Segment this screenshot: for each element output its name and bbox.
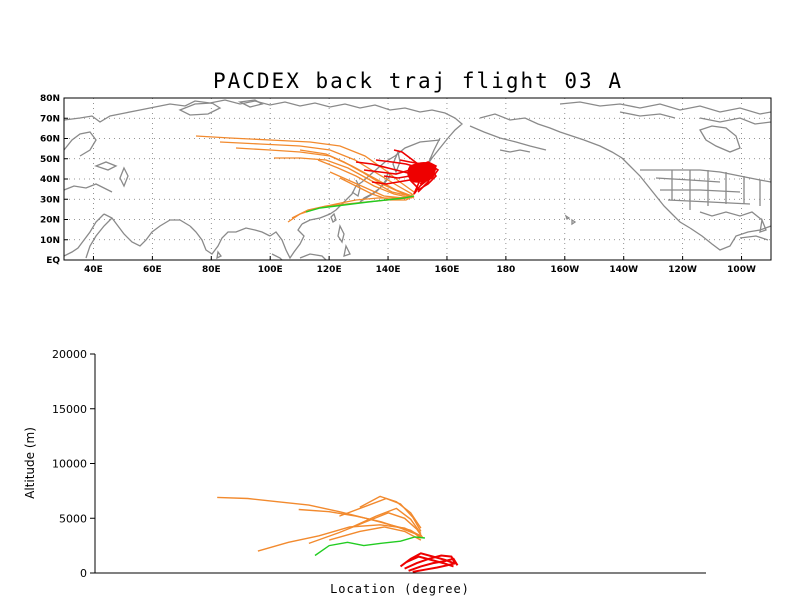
map-lon-label: 100W — [727, 265, 756, 275]
altitude-series-line-orange — [359, 495, 422, 529]
altitude-series-line-red — [406, 555, 454, 568]
map-trajectory-red — [371, 179, 420, 195]
altitude-panel: 0 5000 10000 15000 20000 Location (degree) A… — [23, 348, 706, 596]
map-lon-label: 60E — [143, 265, 162, 275]
map-lat-label: 10N — [40, 236, 60, 246]
altitude-series-line-orange — [349, 507, 422, 535]
map-lon-label: 160E — [434, 265, 459, 275]
map-lon-label: 140E — [376, 265, 401, 275]
map-trajectory-orange — [317, 159, 413, 199]
map-lat-label: 30N — [40, 195, 60, 205]
map-lat-label: 20N — [40, 216, 60, 226]
altitude-series-line-orange — [329, 526, 422, 541]
altitude-y-tick-label: 5000 — [59, 512, 87, 525]
map-trajectories — [195, 135, 440, 223]
map-lon-label: 180 — [496, 265, 515, 275]
map-trajectory-green — [305, 195, 415, 213]
map-lon-label: 140W — [609, 265, 638, 275]
altitude-y-tick-label: 20000 — [52, 348, 87, 361]
map-gridlines — [64, 98, 771, 260]
map-content — [64, 98, 771, 260]
coastlines — [64, 99, 771, 260]
altitude-series — [217, 495, 459, 573]
altitude-y-tick-label: 10000 — [52, 458, 87, 471]
altitude-series-line-red — [404, 554, 457, 570]
map-lat-label: 70N — [40, 114, 60, 124]
map-panel: 40E 60E 80E 100E 120E 140E 160E 180 160W 140W 120W… — [40, 94, 772, 275]
map-lon-label: 160W — [550, 265, 579, 275]
figure-title: PACDEX back traj flight 03 A — [213, 69, 623, 93]
map-lon-label: 80E — [202, 265, 221, 275]
altitude-series-line-orange — [308, 512, 424, 545]
map-lat-label: 40N — [40, 175, 60, 185]
altitude-series-line-orange — [257, 524, 422, 552]
map-lon-label: 40E — [84, 265, 103, 275]
map-trajectory-orange — [299, 149, 415, 199]
altitude-y-ticks: 0 5000 10000 15000 20000 — [52, 348, 95, 580]
map-lat-label: 50N — [40, 155, 60, 165]
map-trajectory-orange — [274, 157, 411, 197]
map-trajectory-orange — [339, 177, 415, 201]
map-trajectory-orange — [219, 141, 413, 195]
altitude-series-line-orange — [217, 496, 422, 538]
map-lat-label: 60N — [40, 135, 60, 145]
map-lat-label: EQ — [46, 256, 60, 266]
map-lon-label: 120W — [668, 265, 697, 275]
altitude-x-label: Location (degree) — [330, 582, 470, 596]
map-lat-label: 80N — [40, 94, 60, 104]
map-lon-label: 100E — [258, 265, 283, 275]
altitude-y-tick-label: 0 — [80, 567, 87, 580]
map-trajectory-red-cluster — [407, 162, 437, 183]
map-axis-ticks: 40E 60E 80E 100E 120E 140E 160E 180 160W 140W 120W… — [40, 94, 756, 275]
map-lon-label: 120E — [317, 265, 342, 275]
altitude-y-tick-label: 15000 — [52, 403, 87, 416]
altitude-series-line-green — [314, 536, 425, 557]
altitude-y-label: Altitude (m) — [23, 427, 37, 499]
